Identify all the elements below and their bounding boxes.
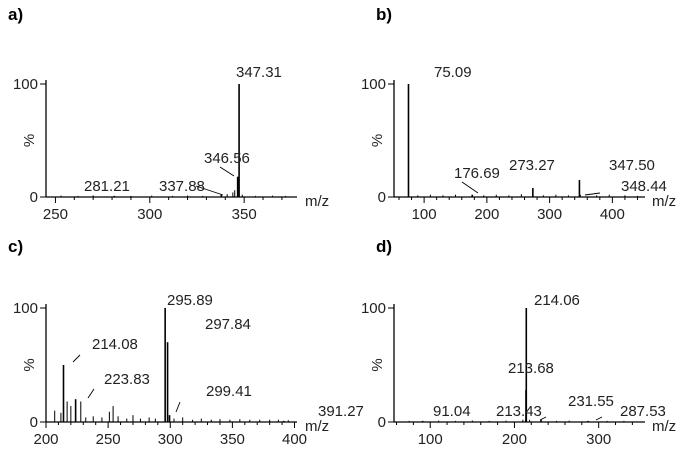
panel-c-letter: c) [8, 237, 23, 256]
panel-c-x-tick-label: 300 [158, 431, 183, 448]
panel-a-y-axis-label: % [21, 134, 38, 147]
panel-a-peak-label: 337.88 [159, 178, 205, 195]
panel-a-x-tick-label: 250 [43, 206, 68, 223]
panel-d-peak-label: 213.68 [508, 360, 554, 377]
panel-d-letter: d) [376, 237, 392, 256]
panel-d-x-tick-label: 200 [502, 431, 527, 448]
panel-c-x-tick-label: 350 [220, 431, 245, 448]
panel-b-peak-label: 75.09 [434, 64, 472, 81]
panel-a-peak-label: 346.56 [204, 150, 250, 167]
panel-c-peak-label: 214.08 [92, 336, 138, 353]
panel-d-peak-label: 231.55 [568, 393, 614, 410]
panel-c-x-axis-label: m/z [305, 418, 329, 435]
panel-b-peak-label: 273.27 [509, 157, 555, 174]
panel-d-y-tick-label: 0 [378, 414, 386, 431]
panel-b-x-tick-label: 100 [412, 206, 437, 223]
panel-d-x-axis-label: m/z [652, 418, 676, 435]
panel-d-x-tick-label: 300 [586, 431, 611, 448]
panel-c-peak-label: 297.84 [205, 316, 251, 333]
panel-b-y-tick-label: 100 [361, 76, 386, 93]
panel-c-peak-label: 299.41 [206, 383, 252, 400]
panel-b-x-tick-label: 300 [537, 206, 562, 223]
panel-a-y-tick-label: 100 [13, 76, 38, 93]
panel-a-y-tick-label: 0 [30, 189, 38, 206]
panel-b-peak-label: 347.50 [609, 157, 655, 174]
panel-c-x-tick-label: 250 [96, 431, 121, 448]
panel-d-peak-leader [539, 416, 547, 421]
panel-b-x-tick-label: 400 [600, 206, 625, 223]
panel-c-peak-label: 223.83 [104, 371, 150, 388]
panel-c-peak-label: 295.89 [167, 292, 213, 309]
panel-a-x-tick-label: 300 [137, 206, 162, 223]
panel-d-peak-label: 214.06 [534, 292, 580, 309]
panel-a-x-axis-label: m/z [305, 193, 329, 210]
panel-b-peak-label: 348.44 [621, 178, 667, 195]
panel-a-peak-label: 347.31 [236, 64, 282, 81]
panel-b-letter: b) [376, 5, 392, 24]
panel-b-peak-leader [461, 181, 479, 194]
panel-a-peak-label: 281.21 [84, 178, 130, 195]
panel-b-x-axis-label: m/z [652, 193, 676, 210]
panel-b-peak-label: 176.69 [454, 165, 500, 182]
panel-c-y-axis-label: % [21, 358, 38, 371]
panel-a-peak-leader [219, 166, 235, 177]
panel-c-peak-leader [87, 388, 95, 399]
panel-c-peak-label: 391.27 [318, 403, 364, 420]
panel-d-peak-label: 213.43 [496, 403, 542, 420]
panel-d-x-tick-label: 100 [418, 431, 443, 448]
panel-a-x-tick-label: 350 [232, 206, 257, 223]
panel-a-peak-leader [195, 185, 224, 196]
panel-a-letter: a) [8, 5, 23, 24]
panel-b-x-tick-label: 200 [474, 206, 499, 223]
panel-d-y-axis-label: % [369, 358, 386, 371]
panel-c-peak-leader [72, 354, 81, 363]
panel-c-x-tick-label: 400 [282, 431, 307, 448]
panel-b-peak-leader [584, 192, 601, 196]
panel-c-x-tick-label: 200 [33, 431, 58, 448]
panel-c-peak-leader [175, 401, 181, 413]
panel-c-y-tick-label: 100 [13, 300, 38, 317]
panel-b-y-axis-label: % [369, 134, 386, 147]
panel-d-peak-label: 91.04 [433, 403, 471, 420]
panel-c-y-tick-label: 0 [30, 414, 38, 431]
panel-d-y-tick-label: 100 [361, 300, 386, 317]
panel-b-y-tick-label: 0 [378, 189, 386, 206]
panel-d-peak-leader [595, 416, 603, 421]
panel-d-peak-label: 287.53 [620, 403, 666, 420]
